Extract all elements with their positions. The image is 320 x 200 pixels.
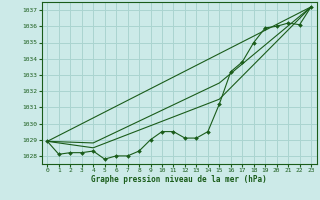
X-axis label: Graphe pression niveau de la mer (hPa): Graphe pression niveau de la mer (hPa) — [91, 175, 267, 184]
